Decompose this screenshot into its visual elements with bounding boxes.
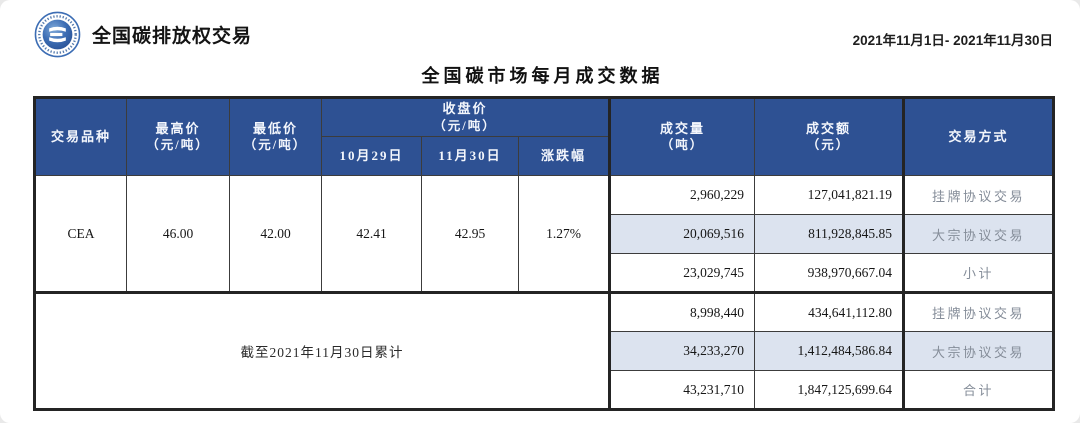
- volume-cell: 34,233,270: [608, 331, 755, 371]
- method-cell: 大宗协议交易: [902, 331, 1054, 371]
- change-cell: 1.27%: [518, 175, 610, 293]
- header-close-nov: 11月30日: [421, 136, 519, 176]
- header-high-unit: （元/吨）: [146, 138, 210, 153]
- volume-cell: 2,960,229: [608, 175, 755, 215]
- monthly-row-listed: CEA 46.00 42.00 42.41 42.95 1.27% 2,960,…: [34, 175, 1054, 293]
- brand-title: 全国碳排放权交易: [92, 26, 253, 47]
- header-volume: 成交量 （吨）: [608, 97, 755, 176]
- brand-header: 全国碳排放权交易: [34, 11, 252, 58]
- page-title: 全国碳市场每月成交数据: [421, 66, 664, 86]
- header-row-2: 10月29日 11月30日 涨跌幅: [35, 136, 1054, 176]
- trading-data-table: 交易品种 最高价 （元/吨） 最低价 （元/吨） 收盘价 （元/吨） 成交量 （…: [33, 96, 1055, 411]
- header-volume-unit: （吨）: [660, 138, 705, 153]
- report-period: 2021年11月1日- 2021年11月30日: [852, 33, 1053, 48]
- monthly-row-subtotal: 23,029,745 938,970,667.04 小计: [35, 253, 1054, 293]
- method-cell: 大宗协议交易: [902, 214, 1054, 254]
- header-low-label: 最低价: [252, 120, 298, 136]
- header-low-unit: （元/吨）: [243, 138, 308, 153]
- cumulative-row-block: 34,233,270 1,412,484,586.84 大宗协议交易: [35, 331, 1054, 371]
- header-method: 交易方式: [902, 97, 1054, 176]
- monthly-row-block: 20,069,516 811,928,845.85 大宗协议交易: [35, 214, 1054, 254]
- header-volume-label: 成交量: [659, 120, 705, 136]
- amount-cell: 811,928,845.85: [754, 214, 904, 254]
- header-high: 最高价 （元/吨）: [126, 97, 230, 176]
- header-variety: 交易品种: [34, 97, 127, 176]
- amount-cell: 434,641,112.80: [754, 291, 904, 332]
- header-row-1: 交易品种 最高价 （元/吨） 最低价 （元/吨） 收盘价 （元/吨） 成交量 （…: [34, 97, 1054, 176]
- method-cell: 挂牌协议交易: [902, 291, 1054, 332]
- header-close-group: 收盘价 （元/吨）: [321, 97, 610, 137]
- high-price-cell: 46.00: [126, 175, 230, 293]
- amount-cell: 1,847,125,699.64: [754, 370, 904, 410]
- volume-cell: 8,998,440: [608, 291, 755, 332]
- method-cell: 合计: [902, 370, 1054, 410]
- amount-cell: 1,412,484,586.84: [754, 331, 904, 371]
- close-nov-cell: 42.95: [421, 175, 519, 293]
- header-amount-label: 成交额: [805, 120, 851, 136]
- method-cell: 挂牌协议交易: [902, 175, 1054, 215]
- carbon-exchange-logo-icon: [34, 11, 81, 58]
- header-method-label: 交易方式: [948, 129, 1009, 145]
- amount-cell: 938,970,667.04: [754, 253, 904, 293]
- volume-cell: 20,069,516: [608, 214, 755, 254]
- header-close-oct: 10月29日: [321, 136, 422, 176]
- header-amount-unit: （元）: [806, 138, 851, 153]
- header-amount: 成交额 （元）: [754, 97, 904, 176]
- cumulative-row-total: 43,231,710 1,847,125,699.64 合计: [35, 370, 1054, 410]
- method-cell: 小计: [902, 253, 1054, 293]
- header-variety-label: 交易品种: [50, 129, 111, 145]
- close-oct-cell: 42.41: [321, 175, 422, 293]
- volume-cell: 23,029,745: [608, 253, 755, 293]
- cumulative-row-listed: 截至2021年11月30日累计 8,998,440 434,641,112.80…: [34, 291, 1054, 410]
- header-close-unit: （元/吨）: [433, 118, 497, 133]
- cumulative-label-cell: 截至2021年11月30日累计: [34, 291, 610, 410]
- volume-cell: 43,231,710: [608, 370, 755, 410]
- variety-cell: CEA: [34, 175, 127, 293]
- header-low: 最低价 （元/吨）: [229, 97, 322, 176]
- amount-cell: 127,041,821.19: [754, 175, 904, 215]
- header-change: 涨跌幅: [518, 136, 610, 176]
- header-high-label: 最高价: [155, 120, 201, 136]
- header-close-label: 收盘价: [442, 101, 488, 117]
- low-price-cell: 42.00: [229, 175, 322, 293]
